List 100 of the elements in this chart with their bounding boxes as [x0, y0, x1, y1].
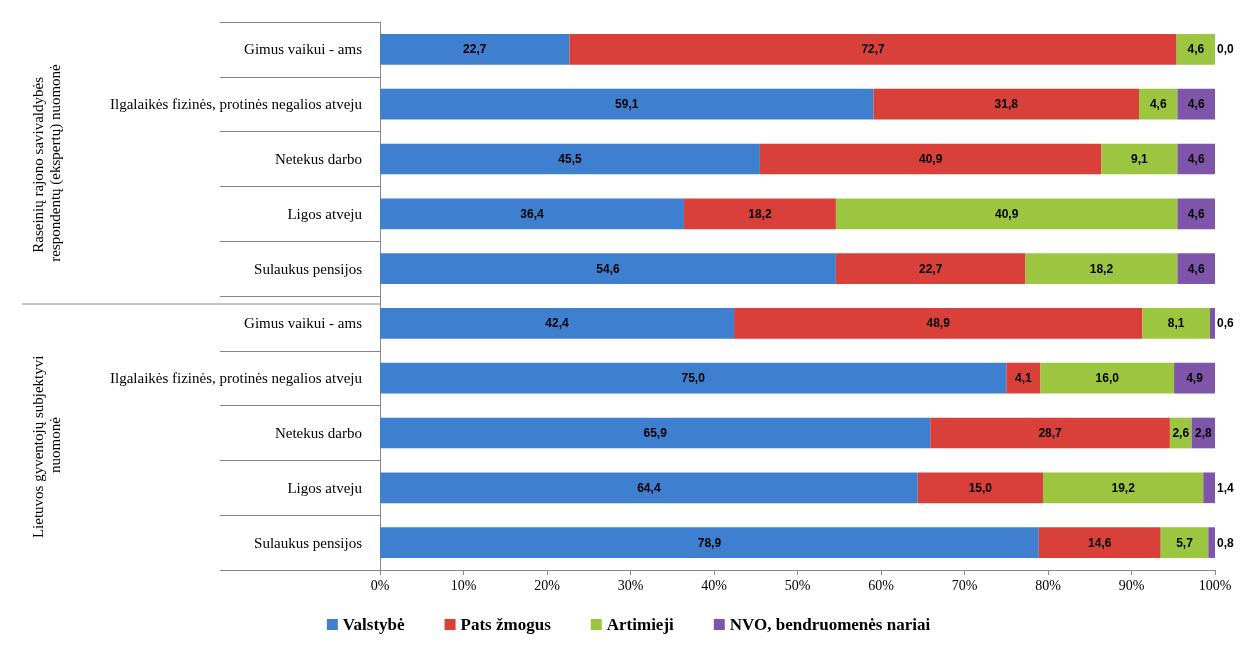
bar — [380, 472, 918, 504]
bar — [1209, 308, 1215, 339]
bar — [380, 253, 836, 284]
bar — [1177, 253, 1215, 284]
data-label: 9,1 — [1131, 152, 1149, 166]
data-label: 78,9 — [697, 535, 722, 550]
data-label: 48,9 — [926, 316, 951, 331]
data-label: 75,0 — [681, 371, 706, 386]
data-label: 22,7 — [919, 261, 943, 276]
data-label: 5,7 — [1176, 535, 1194, 550]
bar — [917, 472, 1043, 504]
data-label: 0,6 — [1217, 316, 1235, 331]
data-label: 18,2 — [748, 206, 772, 221]
bar — [930, 417, 1170, 449]
legend-label: NVO, bendruomenės nariai — [729, 615, 931, 634]
data-label: 19,2 — [1111, 480, 1136, 495]
x-tick-label: 100% — [1198, 577, 1232, 593]
bar — [1142, 308, 1210, 339]
y-tick-label: Gimus vaikui - ams — [244, 315, 363, 332]
data-label: 54,6 — [596, 261, 620, 276]
bar — [380, 362, 1007, 394]
bar — [1160, 527, 1209, 558]
data-label: 8,1 — [1167, 316, 1185, 331]
data-label: 40,9 — [994, 206, 1019, 221]
bar — [1042, 472, 1204, 504]
data-label: 2,6 — [1172, 426, 1190, 440]
data-label: 0,8 — [1217, 535, 1235, 550]
data-label: 45,5 — [558, 152, 582, 166]
legend-label: Pats žmogus — [460, 615, 552, 634]
bar — [380, 417, 931, 449]
y-tick-label: Sulaukus pensijos — [254, 260, 363, 277]
bar — [873, 88, 1140, 120]
data-label: 4,6 — [1187, 206, 1205, 221]
bar — [683, 198, 836, 230]
x-tick-label: 80% — [1035, 577, 1062, 593]
bar — [1040, 362, 1175, 394]
bar — [1176, 34, 1215, 65]
x-tick-label: 90% — [1118, 577, 1145, 593]
data-label: 4,6 — [1149, 97, 1167, 112]
y-tick-label: Ligos atveju — [287, 479, 363, 496]
data-label: 40,9 — [919, 152, 943, 166]
data-label: 42,4 — [545, 316, 570, 331]
y-tick-label: Netekus darbo — [274, 151, 362, 167]
data-label: 31,8 — [994, 97, 1019, 112]
data-label: 18,2 — [1089, 261, 1114, 276]
bar — [380, 198, 684, 230]
bar — [759, 143, 1102, 175]
data-label: 14,6 — [1088, 535, 1112, 550]
x-tick-label: 40% — [701, 577, 728, 593]
bar — [380, 143, 760, 175]
y-tick-label: Netekus darbo — [274, 425, 362, 441]
bar — [835, 198, 1178, 230]
data-label: 2,8 — [1194, 426, 1212, 440]
data-label: 28,7 — [1038, 426, 1063, 440]
data-label: 4,1 — [1015, 371, 1033, 386]
y-tick-label: Ilgalaikės fizinės, protinės negalios atveju — [109, 96, 363, 113]
y-tick-label: Sulaukus pensijos — [254, 534, 363, 551]
x-tick-label: 70% — [951, 577, 978, 593]
y-tick-label: Ligos atveju — [287, 205, 363, 222]
data-label: 4,6 — [1187, 97, 1205, 112]
data-label: 22,7 — [463, 42, 487, 57]
data-label: 4,9 — [1186, 371, 1204, 386]
data-label: 1,4 — [1217, 480, 1235, 495]
bar — [1174, 362, 1215, 394]
bar — [1006, 362, 1041, 394]
x-tick-label: 10% — [450, 577, 477, 593]
bar — [380, 34, 570, 65]
x-tick-label: 50% — [784, 577, 811, 593]
bar — [1139, 88, 1178, 120]
bar — [380, 308, 735, 339]
text: Raseinių rajono savivaldybės respondentų (ekspertų) nuomonė — [29, 63, 64, 262]
bar — [1177, 88, 1215, 120]
data-label: 65,9 — [643, 426, 668, 440]
data-label: 4,6 — [1187, 261, 1205, 276]
bar — [734, 308, 1143, 339]
bar — [1038, 527, 1161, 558]
bar — [1101, 143, 1178, 175]
bar — [1203, 472, 1215, 504]
legend-label: Artimieji — [606, 615, 675, 634]
bar — [569, 34, 1177, 65]
data-label: 64,4 — [637, 480, 661, 495]
data-label: 4,6 — [1187, 152, 1205, 166]
text: Lietuvos gyventojų subjektyvi nuomonė — [29, 351, 63, 539]
data-label: 4,6 — [1187, 42, 1205, 57]
data-label: 0,0 — [1217, 42, 1235, 57]
data-label: 16,0 — [1095, 371, 1120, 386]
x-tick-label: 20% — [534, 577, 561, 593]
data-label: 72,7 — [861, 42, 886, 57]
y-tick-label: Ilgalaikės fizinės, protinės negalios atveju — [109, 370, 363, 387]
data-label: 59,1 — [615, 97, 639, 112]
data-label: 15,0 — [968, 480, 993, 495]
x-tick-label: 60% — [868, 577, 895, 593]
data-label: 36,4 — [520, 206, 544, 221]
bar — [380, 527, 1039, 558]
x-tick-label: 30% — [617, 577, 644, 593]
y-tick-label: Gimus vaikui - ams — [244, 41, 363, 58]
bar — [835, 253, 1026, 284]
bar — [1025, 253, 1178, 284]
bar — [1177, 198, 1215, 230]
legend-label: Valstybė — [342, 615, 406, 634]
